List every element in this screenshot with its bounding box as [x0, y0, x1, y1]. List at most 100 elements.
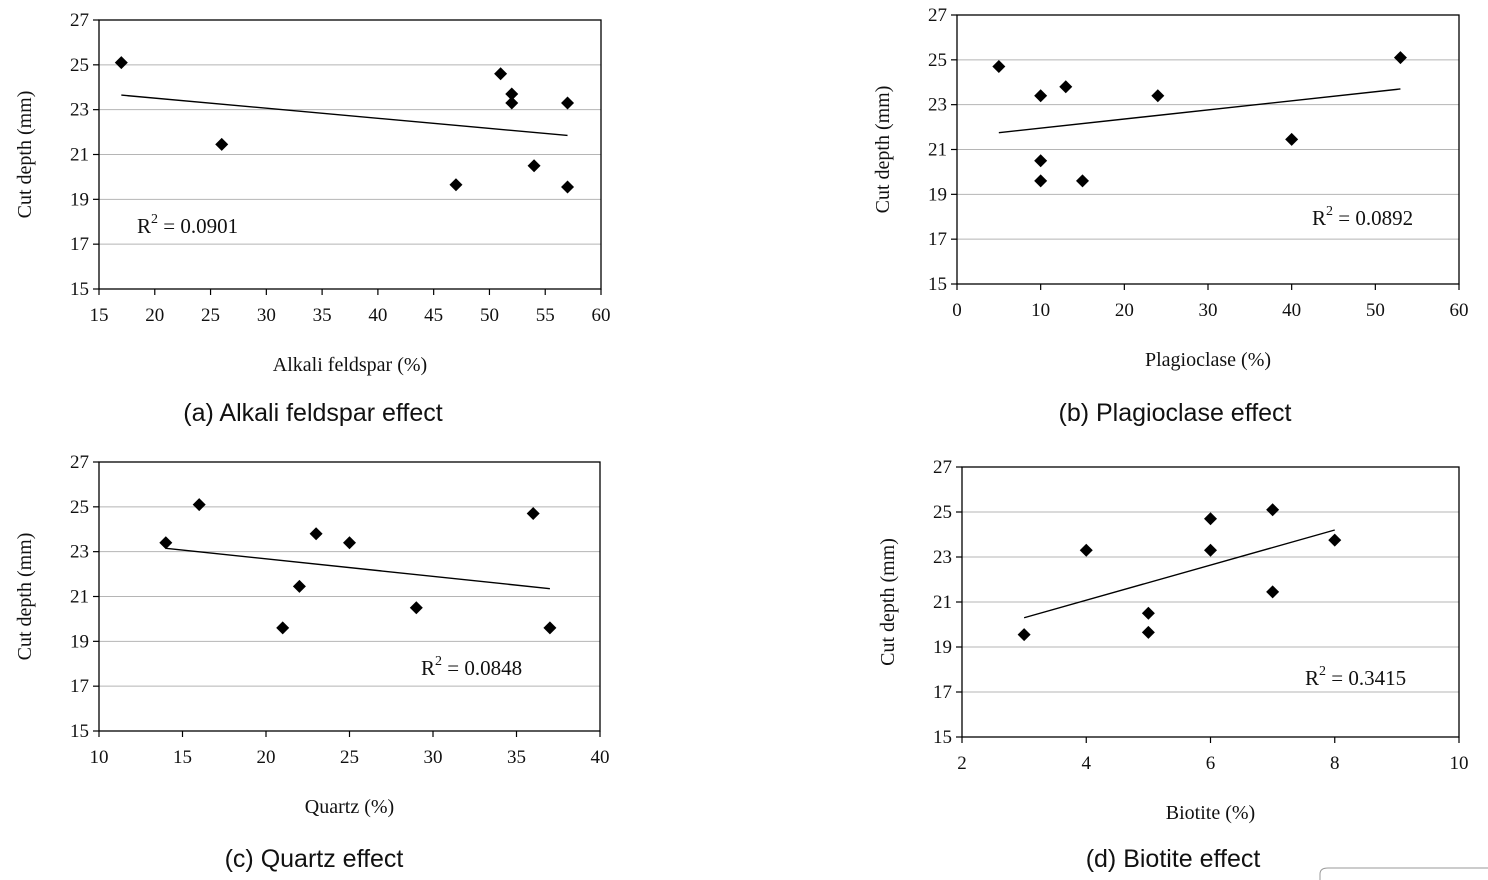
- y-tick-label: 17: [70, 676, 89, 697]
- data-point: [409, 601, 423, 615]
- data-point: [1285, 132, 1299, 146]
- x-tick-label: 25: [201, 305, 220, 326]
- y-tick-label: 17: [933, 682, 952, 703]
- y-tick-label: 27: [70, 452, 89, 473]
- y-tick-label: 19: [70, 189, 89, 210]
- trendline: [165, 547, 550, 590]
- y-tick-label: 25: [933, 502, 952, 523]
- data-point: [1266, 503, 1280, 517]
- x-axis-label: Biotite (%): [1166, 802, 1255, 824]
- x-tick-label: 30: [424, 747, 443, 768]
- data-point: [527, 159, 541, 173]
- x-tick-label: 6: [1206, 753, 1216, 774]
- x-tick-label: 55: [536, 305, 555, 326]
- data-point: [1266, 585, 1280, 599]
- x-tick-label: 0: [952, 300, 962, 321]
- data-point: [1151, 89, 1165, 103]
- y-tick-label: 19: [928, 184, 947, 205]
- x-tick-label: 10: [1450, 753, 1469, 774]
- x-tick-label: 20: [257, 747, 276, 768]
- r-squared-label: R2 = 0.0901: [137, 212, 238, 238]
- x-tick-label: 35: [313, 305, 332, 326]
- x-tick-label: 60: [1450, 300, 1469, 321]
- y-axis-label: Cut depth (mm): [14, 533, 36, 661]
- y-tick-label: 27: [70, 10, 89, 31]
- data-point: [1017, 628, 1031, 642]
- data-point: [505, 87, 519, 101]
- trendline: [998, 88, 1401, 134]
- data-point: [1034, 174, 1048, 188]
- x-tick-label: 50: [1366, 300, 1385, 321]
- x-axis-label: Alkali feldspar (%): [273, 354, 427, 376]
- data-point: [276, 621, 290, 635]
- data-point: [1034, 89, 1048, 103]
- data-point: [543, 621, 557, 635]
- data-point: [1204, 512, 1217, 526]
- data-point: [1079, 543, 1093, 557]
- r-squared-label: R2 = 0.0848: [421, 654, 522, 680]
- y-tick-label: 25: [70, 55, 89, 76]
- data-point: [561, 96, 575, 110]
- chart-panel-a: 15 17 19 21 23 25 27 15 20 25 30 35 40 45 50 55 60 Alkali…: [14, 10, 611, 427]
- x-tick-label: 40: [591, 747, 610, 768]
- chart-caption: (d) Biotite effect: [1086, 845, 1261, 873]
- corner-border: [1319, 867, 1488, 880]
- x-tick-label: 30: [1199, 300, 1218, 321]
- y-tick-label: 27: [928, 5, 947, 26]
- data-point: [1076, 174, 1089, 188]
- x-tick-label: 8: [1330, 753, 1340, 774]
- data-point: [309, 527, 323, 541]
- y-tick-label: 21: [933, 592, 952, 613]
- y-axis-label: Cut depth (mm): [872, 86, 894, 214]
- data-point: [494, 67, 508, 81]
- x-tick-label: 20: [145, 305, 164, 326]
- chart-panel-d: 15 17 19 21 23 25 27 2 4 6 8 10 Biotite (%) Cut depth…: [877, 457, 1469, 873]
- x-tick-label: 4: [1082, 753, 1092, 774]
- data-point: [561, 180, 575, 194]
- y-tick-label: 15: [928, 274, 947, 295]
- r-squared-label: R2 = 0.3415: [1305, 664, 1406, 690]
- data-point: [215, 137, 229, 151]
- x-tick-label: 30: [257, 305, 276, 326]
- x-tick-label: 40: [1282, 300, 1301, 321]
- x-axis-label: Plagioclase (%): [1145, 349, 1271, 371]
- y-tick-label: 15: [70, 279, 89, 300]
- data-point: [1204, 543, 1217, 557]
- y-tick-label: 19: [933, 637, 952, 658]
- y-tick-label: 15: [70, 721, 89, 742]
- data-point: [1141, 625, 1155, 639]
- x-tick-label: 45: [424, 305, 443, 326]
- x-tick-label: 10: [1031, 300, 1050, 321]
- y-tick-label: 23: [933, 547, 952, 568]
- data-point: [1328, 533, 1342, 547]
- data-point: [1393, 51, 1407, 65]
- data-point: [526, 507, 540, 521]
- y-tick-label: 21: [70, 145, 89, 166]
- data-point: [159, 536, 173, 550]
- data-point: [1141, 606, 1155, 620]
- data-point: [505, 96, 519, 110]
- y-tick-label: 25: [928, 50, 947, 71]
- x-tick-label: 40: [368, 305, 387, 326]
- y-tick-label: 21: [928, 140, 947, 161]
- chart-caption: (c) Quartz effect: [225, 845, 404, 873]
- y-tick-label: 23: [70, 100, 89, 121]
- x-tick-label: 50: [480, 305, 499, 326]
- data-point: [192, 498, 206, 512]
- chart-panel-b: 15 17 19 21 23 25 27 0 10 20 30 40 50 60 Plagioclase (…: [872, 5, 1469, 427]
- y-tick-label: 23: [928, 95, 947, 116]
- data-point: [1034, 154, 1048, 168]
- chart-caption: (b) Plagioclase effect: [1059, 399, 1292, 427]
- data-point: [292, 579, 306, 593]
- x-tick-label: 10: [90, 747, 109, 768]
- data-point: [343, 536, 356, 550]
- data-point: [114, 56, 128, 70]
- y-tick-label: 15: [933, 727, 952, 748]
- r-squared-label: R2 = 0.0892: [1312, 204, 1413, 230]
- y-tick-label: 17: [70, 234, 89, 255]
- data-point: [1059, 80, 1073, 94]
- x-tick-label: 15: [173, 747, 192, 768]
- x-tick-label: 20: [1115, 300, 1134, 321]
